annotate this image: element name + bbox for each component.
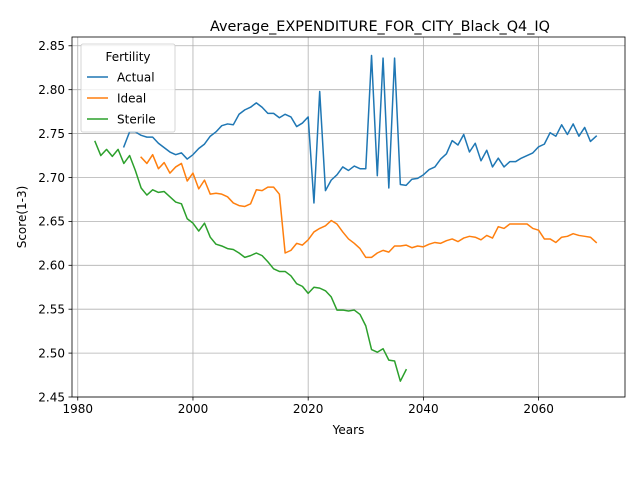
legend-label-actual: Actual (117, 70, 155, 84)
legend: Fertility Actual Ideal Sterile (80, 43, 176, 133)
x-axis-label: Years (332, 423, 365, 437)
y-tick-label: 2.50 (38, 346, 65, 360)
x-tick-label: 2060 (523, 402, 554, 416)
y-tick-label: 2.60 (38, 259, 65, 273)
y-tick-label: 2.55 (38, 302, 65, 316)
legend-label-ideal: Ideal (117, 91, 146, 105)
x-axis: 1980 2000 2020 2040 2060 (62, 397, 554, 416)
x-tick-label: 2040 (408, 402, 439, 416)
legend-label-sterile: Sterile (117, 112, 156, 126)
legend-box (80, 43, 176, 133)
y-tick-label: 2.75 (38, 127, 65, 141)
x-tick-label: 1980 (62, 402, 93, 416)
y-axis: 2.45 2.50 2.55 2.60 2.65 2.70 2.75 2.80 2.85 (38, 39, 72, 404)
series-line-ideal (140, 153, 598, 259)
y-tick-label: 2.80 (38, 83, 65, 97)
y-axis-label: Score(1-3) (15, 186, 29, 249)
x-tick-label: 2000 (178, 402, 209, 416)
y-tick-label: 2.70 (38, 171, 65, 185)
y-tick-label: 2.45 (38, 390, 65, 404)
series-lines (94, 54, 598, 382)
plot-frame (71, 36, 626, 398)
series-line-sterile (94, 140, 408, 382)
x-tick-label: 2020 (293, 402, 324, 416)
y-tick-label: 2.65 (38, 215, 65, 229)
y-tick-label: 2.85 (38, 39, 65, 53)
series-line-actual (122, 54, 598, 204)
chart-title: Average_EXPENDITURE_FOR_CITY_Black_Q4_IQ (210, 19, 550, 35)
grid-lines (72, 37, 625, 398)
legend-title: Fertility (105, 50, 150, 64)
